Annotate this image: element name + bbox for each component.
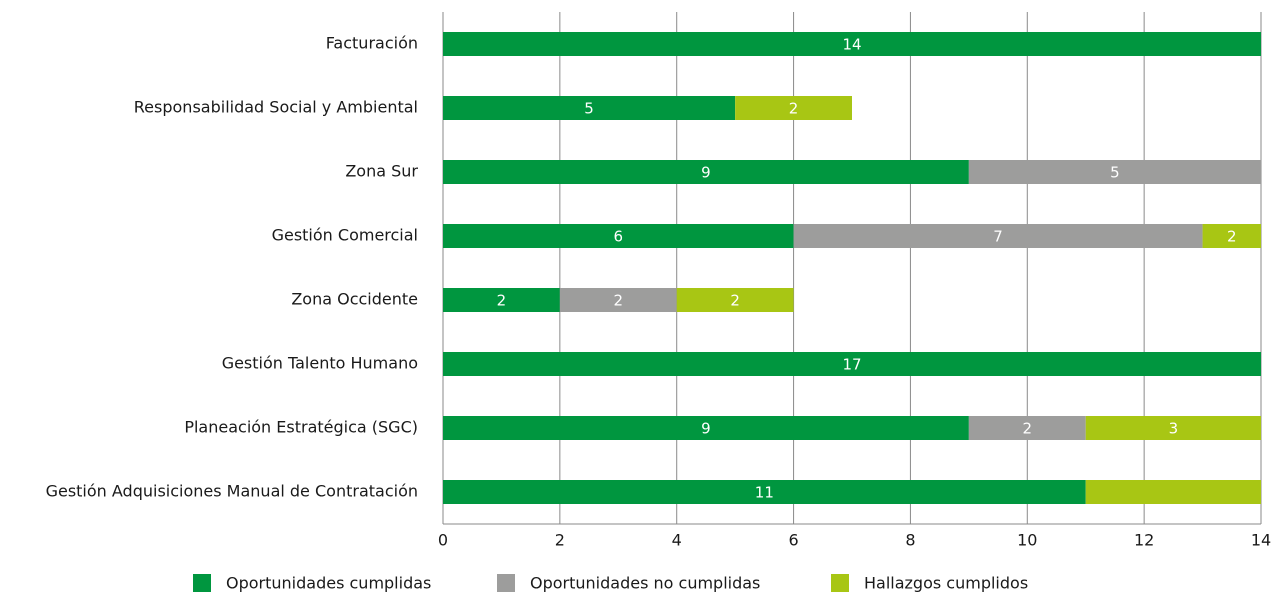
x-tick-label: 2 — [555, 531, 565, 550]
value-label: 9 — [701, 420, 711, 438]
value-label: 2 — [730, 292, 740, 310]
x-tick-label: 8 — [905, 531, 915, 550]
value-label: 5 — [584, 100, 594, 118]
bar-segment — [443, 96, 736, 120]
bar-segment — [443, 288, 560, 312]
bar-segment — [676, 288, 794, 312]
value-label: 9 — [701, 164, 711, 182]
y-tick-label: Gestión Comercial — [272, 226, 418, 245]
y-tick-label: Facturación — [326, 34, 418, 53]
bar-segment — [968, 416, 1086, 440]
legend-label: Oportunidades cumplidas — [226, 574, 431, 593]
x-tick-label: 4 — [672, 531, 682, 550]
bar-segment — [1085, 416, 1261, 440]
bar-segment — [443, 32, 1261, 56]
bar-segment — [443, 416, 969, 440]
value-label: 2 — [1023, 420, 1033, 438]
bar-segment — [443, 480, 1086, 504]
y-tick-label: Planeación Estratégica (SGC) — [184, 418, 418, 437]
x-tick-label: 14 — [1251, 531, 1271, 550]
value-label: 2 — [1227, 228, 1237, 246]
legend-label: Hallazgos cumplidos — [864, 574, 1028, 593]
value-label: 17 — [842, 356, 861, 374]
legend-label: Oportunidades no cumplidas — [530, 574, 760, 593]
y-tick-label: Zona Occidente — [291, 290, 418, 309]
bars — [443, 32, 1261, 504]
value-label: 2 — [614, 292, 624, 310]
bar-segment — [968, 160, 1261, 184]
y-tick-label: Zona Sur — [345, 162, 418, 181]
bar-segment — [443, 224, 794, 248]
value-label: 11 — [755, 484, 774, 502]
y-tick-label: Gestión Adquisiciones Manual de Contrata… — [46, 482, 418, 501]
x-tick-label: 12 — [1134, 531, 1154, 550]
value-label: 7 — [993, 228, 1003, 246]
bar-segment — [735, 96, 852, 120]
bar-segment — [1085, 480, 1261, 504]
legend-swatch — [831, 574, 849, 592]
y-tick-label: Gestión Talento Humano — [222, 354, 418, 373]
value-label: 6 — [614, 228, 624, 246]
bar-segment — [559, 288, 677, 312]
y-tick-label: Responsabilidad Social y Ambiental — [134, 98, 418, 117]
value-label: 3 — [1169, 420, 1179, 438]
bar-segment — [1202, 224, 1261, 248]
x-tick-label: 6 — [788, 531, 798, 550]
value-label: 5 — [1110, 164, 1120, 182]
bar-segment — [793, 224, 1203, 248]
bar-segment — [443, 160, 969, 184]
value-label: 2 — [497, 292, 507, 310]
legend-swatch — [497, 574, 515, 592]
x-tick-label: 10 — [1017, 531, 1037, 550]
bar-segment — [443, 352, 1261, 376]
x-tick-label: 0 — [438, 531, 448, 550]
value-label: 2 — [789, 100, 799, 118]
legend-swatch — [193, 574, 211, 592]
value-label: 14 — [842, 36, 861, 54]
